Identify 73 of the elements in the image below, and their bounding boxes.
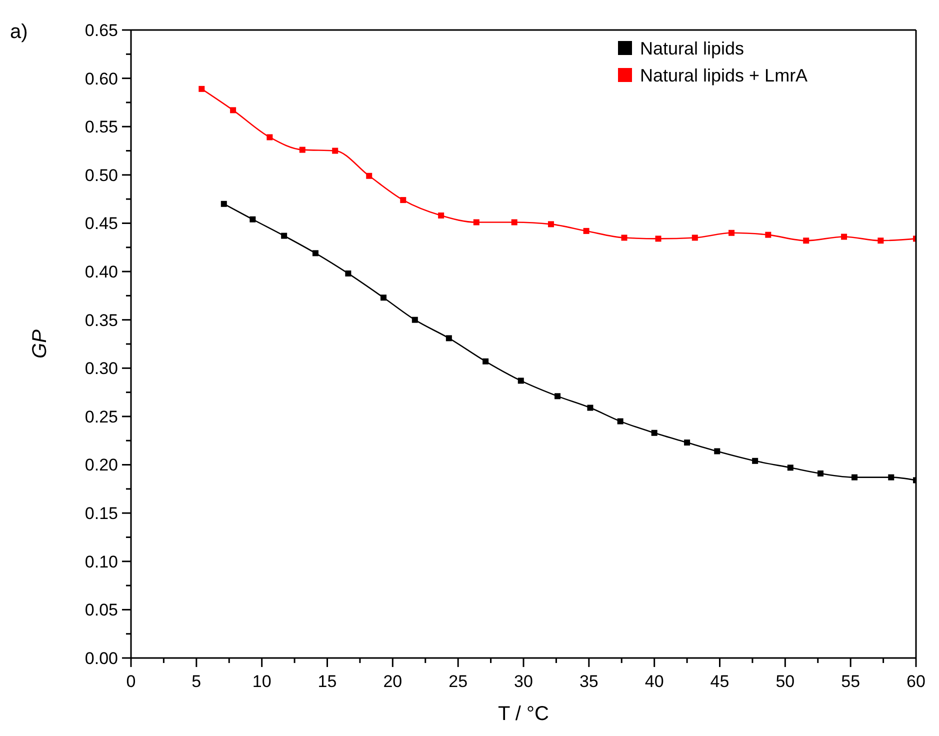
point [380,294,387,301]
point [554,393,561,400]
point [714,448,720,454]
point [587,404,594,411]
point [438,212,444,218]
point [230,107,236,114]
x-tick-label: 0 [126,672,136,691]
point [312,250,318,256]
y-tick-label: 0.55 [84,118,118,137]
point [888,474,894,480]
point [655,236,662,242]
point [299,146,306,153]
legend-label: Natural lipids [640,38,744,58]
x-tick-label: 20 [383,672,402,691]
y-tick-label: 0.15 [84,504,118,524]
x-tick-label: 10 [252,672,272,691]
y-tick-label: 0.65 [84,20,118,40]
y-tick-label: 0.45 [84,214,118,234]
point [400,197,406,204]
point [266,134,273,140]
x-axis-title: T / °C [498,703,549,725]
point [518,378,524,384]
point [482,358,489,364]
y-tick-label: 0.50 [84,166,118,185]
point [803,238,810,244]
point [692,234,698,241]
x-tick-label: 55 [841,672,860,691]
x-tick-label: 40 [644,672,664,691]
y-tick-label: 0.20 [84,456,118,475]
y-tick-label: 0.25 [84,407,118,426]
legend-label: Natural lipids + LmrA [640,65,808,86]
point [787,464,794,471]
point [621,234,628,241]
point [841,234,848,240]
point [198,86,205,92]
y-tick-label: 0.05 [84,600,118,620]
point [878,238,884,244]
point [583,228,590,234]
point [511,219,518,226]
x-tick-label: 15 [318,672,337,691]
y-axis-title: GP [29,328,51,358]
text: a) [10,21,28,43]
y-tick-label: 0.35 [84,310,118,330]
y-tick-label: 0.00 [84,648,118,668]
point [752,458,758,464]
point [473,219,480,226]
point [651,430,658,436]
point [852,474,858,480]
y-tick-label: 0.40 [84,262,118,282]
y-tick-label: 0.10 [84,552,118,572]
x-tick-label: 45 [710,672,730,691]
point [332,148,338,154]
y-tick-label: 0.30 [84,359,118,378]
point [684,440,690,446]
x-tick-label: 35 [579,672,598,691]
point [817,470,824,476]
x-tick-label: 30 [514,672,533,691]
point [446,335,452,342]
x-tick-label: 5 [192,672,202,691]
point [412,316,418,323]
point [281,232,288,239]
x-tick-label: 60 [906,672,926,691]
y-tick-label: 0.60 [84,69,118,88]
point [366,172,372,179]
x-tick-label: 25 [448,672,468,691]
point [345,270,352,276]
point [548,221,554,228]
x-tick-label: 50 [776,672,795,691]
point [617,418,624,424]
point [765,232,772,238]
point [250,216,256,222]
point [220,200,227,207]
point [728,230,735,236]
